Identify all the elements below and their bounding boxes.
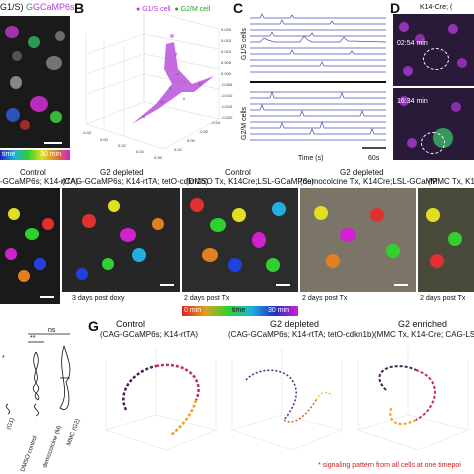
row2-colorbar-left: 0 min — [184, 307, 202, 314]
panel-g-footnote: * signaling pattern from all cells at on… — [318, 462, 461, 469]
panel-c-letter: C — [233, 0, 244, 16]
z-tick-8: -0.020 — [221, 115, 233, 120]
panel-c-scale: 60s — [368, 155, 380, 162]
panel-d-header: K14-Cre; ( — [420, 4, 453, 11]
f-xlabel-0: (G1) — [6, 417, 16, 430]
row2-colorbar-mid: time — [232, 307, 246, 314]
row2-image-3 — [182, 188, 298, 292]
panel-d-frame-1: 02:54 min — [393, 14, 474, 86]
g-title-3: G2 enriched — [398, 319, 448, 329]
panel-c-xlabel: Time (s) — [298, 155, 324, 162]
header-gcamp: GCaMP6s — [33, 2, 75, 12]
label-g1s-cells: G1/S cells — [241, 28, 248, 60]
sig-double-star: ** — [30, 335, 36, 342]
panel-d-time-1: 02:54 min — [397, 40, 428, 47]
row2-image-2 — [62, 188, 180, 292]
z-tick-2: 0.010 — [221, 49, 232, 54]
y-tick-1: 0.00 — [187, 138, 196, 143]
header-g1s: G1/S) — [0, 2, 24, 12]
col2-subtitle: (CAG-GCaMP6s; K14-rtTA; tetO-cdkn1b) — [62, 177, 209, 186]
col4-subtitle: (democolcine Tx, K14Cre;LSL-GCaMP — [300, 177, 438, 186]
z-tick-6: -0.010 — [221, 93, 233, 98]
y-tick-3: -0.04 — [211, 120, 221, 125]
f-xlabel-1: DMSO control — [20, 435, 39, 472]
panel-a-header: G1/S) GGCaMP6s — [0, 2, 75, 12]
z-tick-1: 0.015 — [221, 38, 232, 43]
row2-image-1 — [0, 188, 60, 304]
y-tick-2: -0.02 — [199, 129, 209, 134]
caption-2-days-tx-c: 2 days post Tx — [420, 295, 466, 302]
col4-title: G2 depleted — [340, 168, 384, 177]
colorbar-left-label: time — [2, 151, 16, 158]
panel-c-traces — [250, 13, 386, 149]
f-xlabel-2: democolcine (M) — [42, 425, 63, 469]
g-subtitle-1: (CAG-GCaMP6s; K14-rtTA) — [100, 330, 199, 339]
legend-g2m: G2/M cell — [180, 6, 211, 13]
row2-image-4 — [300, 188, 416, 292]
panel-d-letter: D — [390, 0, 401, 16]
g-subtitle-2: (CAG-GCaMP6s; K14-rtTA; tetO-cdkn1b) — [228, 330, 375, 339]
legend-g1s: G1/S cell — [142, 6, 171, 13]
panel-f-violin-plot: ** ns * (G1) DMSO control democolcine (M… — [2, 327, 81, 473]
panel-b-letter: B — [74, 0, 85, 16]
caption-2-days-tx-a: 2 days post Tx — [184, 295, 230, 302]
x-tick-4: 0.06 — [154, 155, 163, 160]
col5-subtitle: (MMC Tx, K1 — [428, 177, 474, 186]
label-g2m-cells: G2/M cells — [241, 106, 248, 140]
x-tick-0: -0.02 — [82, 130, 92, 135]
g-title-1: Control — [116, 319, 146, 329]
panel-g-letter: G — [88, 318, 99, 334]
x-tick-2: 0.02 — [118, 143, 127, 148]
z-tick-5: -0.005 — [221, 82, 233, 87]
panel-b-legend: ● G1/S cell ● G2/M cell — [136, 6, 211, 13]
x-tick-3: 0.04 — [136, 149, 145, 154]
col1-title: Control — [20, 168, 46, 177]
sig-ns: ns — [48, 327, 56, 334]
z-tick-3: 0.005 — [221, 60, 232, 65]
colorbar-right-label: 30 min — [40, 151, 62, 158]
row2-colorbar-right: 30 min — [268, 307, 290, 314]
panel-d-time-2: 16:34 min — [397, 98, 428, 105]
panel-a-colorbar — [0, 150, 70, 160]
z-tick-0: 0.020 — [221, 27, 232, 32]
scale-bar — [44, 142, 62, 144]
x-tick-1: 0.00 — [100, 137, 109, 142]
caption-2-days-tx-b: 2 days post Tx — [302, 295, 348, 302]
z-tick-4: 0.000 — [221, 71, 232, 76]
caption-3-days-doxy: 3 days post doxy — [72, 295, 125, 302]
row2-image-5 — [418, 188, 474, 292]
panel-g-3d-plots — [105, 348, 469, 451]
z-tick-7: -0.015 — [221, 104, 233, 109]
col1-subtitle: -GCaMP6s; K14-rtTA) — [0, 177, 79, 186]
g-title-2: G2 depleted — [270, 319, 320, 329]
panel-a-micrograph — [0, 16, 70, 148]
col3-subtitle: (DMSO Tx, K14Cre;LSL-GCaMP6s) — [186, 177, 314, 186]
sig-left-star: * — [2, 355, 5, 362]
panel-b-3d-plot: 0.020 0.015 0.010 0.005 0.000 -0.005 -0.… — [82, 14, 233, 160]
row2-colorbar — [182, 306, 298, 316]
header-g: G — [26, 2, 34, 12]
g-subtitle-3: (MMC Tx, K14-Cre; CAG-LSL-G — [374, 330, 474, 339]
col3-title: Control — [225, 168, 251, 177]
f-xlabel-3: MMC (G2) — [66, 418, 81, 446]
col2-title: G2 depleted — [100, 168, 144, 177]
y-tick-0: 0.02 — [174, 147, 183, 152]
panel-d-frame-2: 16:34 min — [393, 88, 474, 160]
